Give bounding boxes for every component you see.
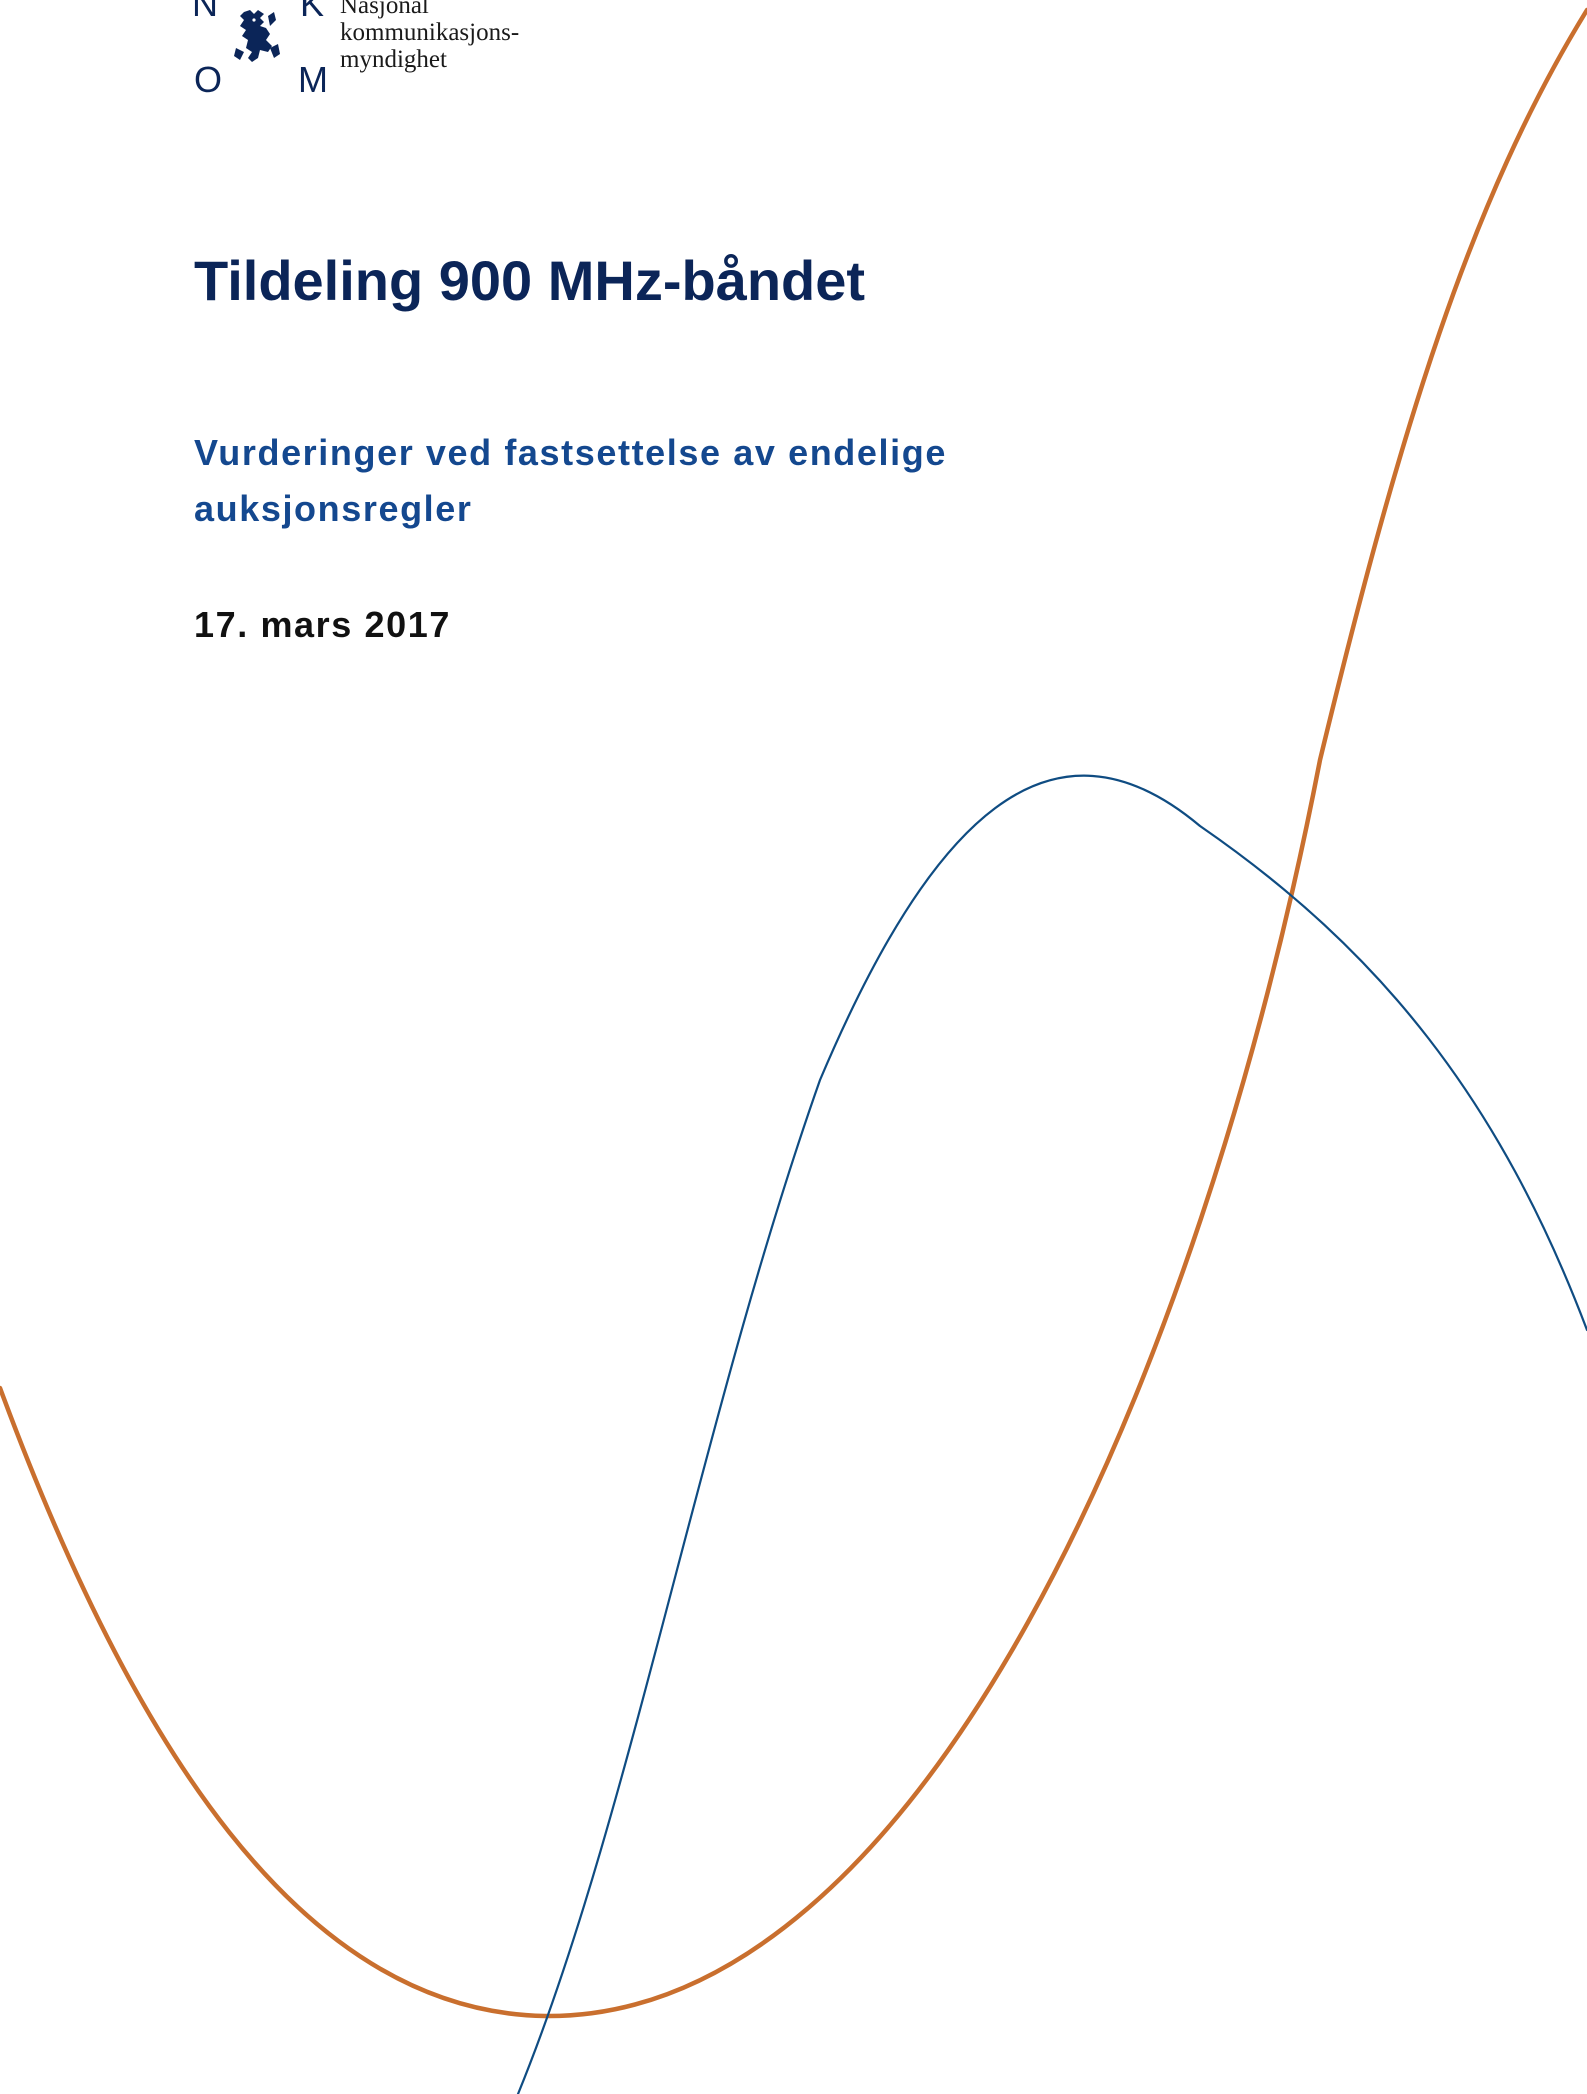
organization-name: Nasjonal kommunikasjons- myndighet [340,0,600,73]
document-subtitle-line-1: Vurderinger ved fastsettelse av endelige [194,432,947,473]
logo-letter-o: O [194,59,223,100]
organization-name-line-1: Nasjonal [340,0,429,19]
orange-wave-curve [0,7,1587,2019]
organization-name-line-2: kommunikasjons- [340,19,520,46]
blue-wave-curve [516,774,1587,2094]
document-subtitle: Vurderinger ved fastsettelse av endelige… [194,425,1094,537]
lion-coat-of-arms-icon [234,10,280,62]
logo-letter-m: M [298,59,328,100]
document-date: 17. mars 2017 [194,604,451,645]
document-subtitle-line-2: auksjonsregler [194,488,473,529]
logo-letter-k: K [300,0,325,24]
document-title: Tildeling 900 MHz-båndet [194,249,866,312]
organization-name-line-3: myndighet [340,46,447,73]
nkom-logo: N K O M [192,0,572,100]
logo-letter-n: N [192,0,218,24]
